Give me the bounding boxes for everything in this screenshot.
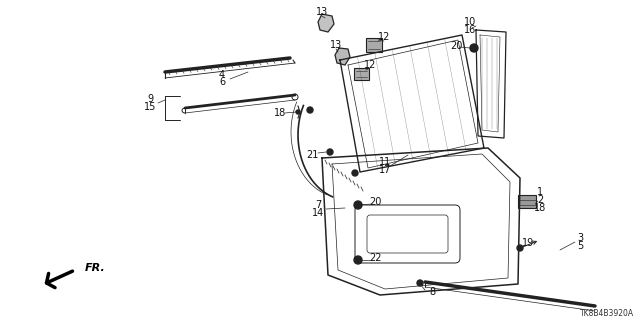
Text: 4: 4	[219, 70, 225, 80]
Text: 5: 5	[577, 241, 583, 251]
Text: 1: 1	[537, 187, 543, 197]
Circle shape	[307, 107, 313, 113]
Text: 12: 12	[364, 60, 376, 70]
Circle shape	[517, 245, 523, 251]
Bar	[366, 38, 382, 52]
Text: TK8B4B3920A: TK8B4B3920A	[580, 308, 634, 317]
Circle shape	[354, 256, 362, 264]
Text: 9: 9	[147, 94, 153, 104]
Text: 19: 19	[522, 238, 534, 248]
Circle shape	[417, 280, 423, 286]
Polygon shape	[318, 14, 334, 32]
Text: 18: 18	[274, 108, 286, 118]
Polygon shape	[335, 48, 350, 65]
Text: 22: 22	[369, 253, 381, 263]
Text: 6: 6	[219, 77, 225, 87]
Text: 11: 11	[379, 157, 391, 167]
Circle shape	[352, 170, 358, 176]
Circle shape	[470, 44, 478, 52]
Text: 3: 3	[577, 233, 583, 243]
Text: 10: 10	[464, 17, 476, 27]
Circle shape	[327, 149, 333, 155]
Circle shape	[296, 110, 300, 114]
Bar	[518, 195, 536, 208]
Circle shape	[354, 201, 362, 209]
Text: 15: 15	[144, 102, 156, 112]
Text: 13: 13	[330, 40, 342, 50]
Text: 21: 21	[306, 150, 318, 160]
Text: 14: 14	[312, 208, 324, 218]
Text: 20: 20	[369, 197, 381, 207]
Text: 12: 12	[378, 32, 390, 42]
Text: 16: 16	[464, 25, 476, 35]
Text: FR.: FR.	[85, 263, 106, 273]
Text: 13: 13	[316, 7, 328, 17]
Text: 17: 17	[379, 165, 391, 175]
Text: 8: 8	[429, 287, 435, 297]
Text: 20: 20	[450, 41, 462, 51]
Text: 18: 18	[534, 203, 546, 213]
Text: 7: 7	[315, 200, 321, 210]
Text: 2: 2	[537, 195, 543, 205]
Bar	[354, 68, 369, 80]
